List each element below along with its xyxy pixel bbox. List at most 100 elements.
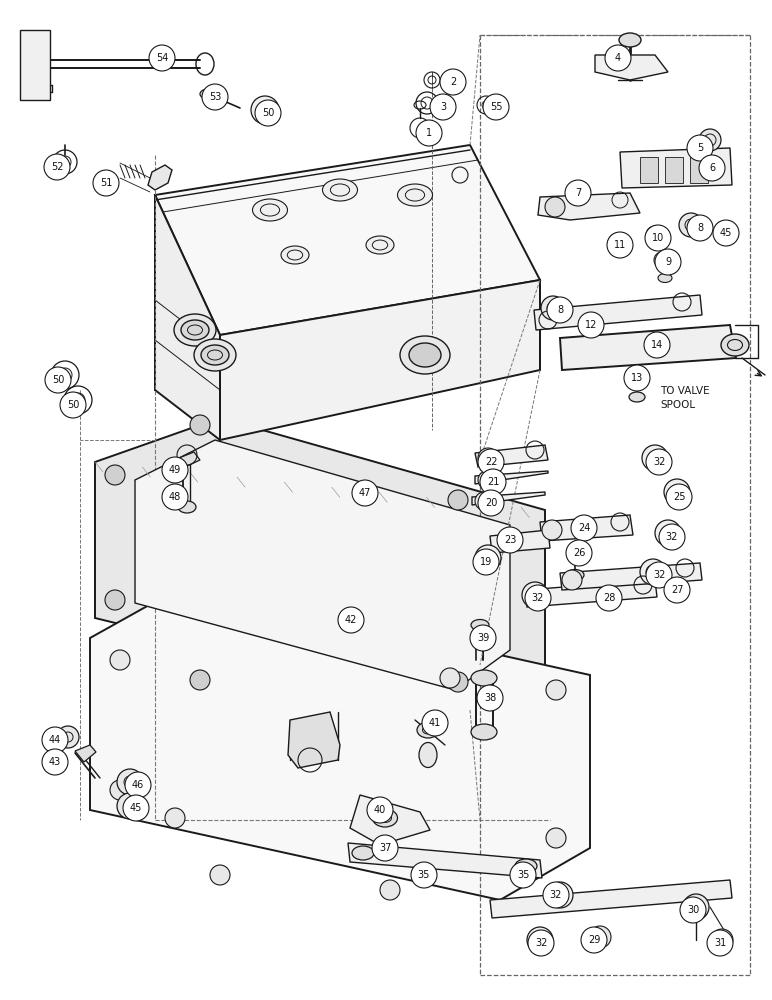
Circle shape <box>57 726 79 748</box>
Circle shape <box>645 225 671 251</box>
Circle shape <box>578 312 604 338</box>
Ellipse shape <box>201 345 229 365</box>
Text: 32: 32 <box>653 570 665 580</box>
Text: 1: 1 <box>426 128 432 138</box>
Circle shape <box>430 94 456 120</box>
Text: 52: 52 <box>51 162 63 172</box>
Circle shape <box>470 625 496 651</box>
Circle shape <box>510 862 536 888</box>
Polygon shape <box>95 418 545 710</box>
Circle shape <box>416 120 442 146</box>
Ellipse shape <box>417 722 439 738</box>
Text: 46: 46 <box>132 780 144 790</box>
Text: 45: 45 <box>130 803 142 813</box>
Circle shape <box>571 515 597 541</box>
Polygon shape <box>534 295 702 330</box>
Text: 22: 22 <box>485 457 497 467</box>
Circle shape <box>659 524 685 550</box>
Text: 50: 50 <box>52 375 64 385</box>
Circle shape <box>642 445 668 471</box>
Circle shape <box>475 545 501 571</box>
Circle shape <box>605 45 631 71</box>
Circle shape <box>655 249 681 275</box>
Circle shape <box>547 297 573 323</box>
Circle shape <box>644 332 670 358</box>
Text: 32: 32 <box>532 593 544 603</box>
Text: 12: 12 <box>585 320 598 330</box>
Text: 21: 21 <box>487 477 499 487</box>
Text: 11: 11 <box>614 240 626 250</box>
Ellipse shape <box>515 859 537 873</box>
Text: 35: 35 <box>516 870 529 880</box>
Circle shape <box>655 520 681 546</box>
Text: 32: 32 <box>535 938 547 948</box>
Circle shape <box>42 727 68 753</box>
Text: 25: 25 <box>672 492 686 502</box>
Polygon shape <box>288 712 340 768</box>
Circle shape <box>483 94 509 120</box>
Ellipse shape <box>181 320 209 340</box>
Text: 13: 13 <box>631 373 643 383</box>
Circle shape <box>367 797 393 823</box>
Circle shape <box>448 672 468 692</box>
Polygon shape <box>220 280 540 440</box>
Text: 32: 32 <box>550 890 562 900</box>
Circle shape <box>664 577 690 603</box>
Circle shape <box>683 894 709 920</box>
Ellipse shape <box>200 89 216 99</box>
Circle shape <box>478 490 504 516</box>
Polygon shape <box>540 515 633 541</box>
Circle shape <box>547 882 573 908</box>
Ellipse shape <box>566 570 584 580</box>
Circle shape <box>411 862 437 888</box>
Polygon shape <box>490 880 732 918</box>
Text: 50: 50 <box>67 400 80 410</box>
Text: 54: 54 <box>156 53 168 63</box>
Text: 26: 26 <box>573 548 585 558</box>
Circle shape <box>60 392 86 418</box>
Text: 55: 55 <box>489 102 503 112</box>
Ellipse shape <box>352 846 374 860</box>
Text: 48: 48 <box>169 492 181 502</box>
Text: 2: 2 <box>450 77 456 87</box>
Text: 43: 43 <box>49 757 61 767</box>
Ellipse shape <box>471 619 489 631</box>
Ellipse shape <box>398 184 432 206</box>
Polygon shape <box>620 148 732 188</box>
Circle shape <box>699 155 725 181</box>
Text: 29: 29 <box>587 935 600 945</box>
Circle shape <box>687 215 713 241</box>
Circle shape <box>707 930 733 956</box>
Circle shape <box>640 559 666 585</box>
Polygon shape <box>560 325 736 370</box>
Circle shape <box>562 570 582 590</box>
Text: 40: 40 <box>374 805 386 815</box>
Ellipse shape <box>471 724 497 740</box>
Circle shape <box>440 69 466 95</box>
Circle shape <box>664 479 690 505</box>
Circle shape <box>255 100 281 126</box>
Text: 4: 4 <box>615 53 621 63</box>
Text: 35: 35 <box>418 870 430 880</box>
Circle shape <box>190 670 210 690</box>
Text: 50: 50 <box>262 108 274 118</box>
Text: 41: 41 <box>429 718 441 728</box>
Circle shape <box>646 449 672 475</box>
Text: 8: 8 <box>557 305 563 315</box>
Circle shape <box>478 449 504 475</box>
Text: 45: 45 <box>720 228 732 238</box>
Circle shape <box>42 749 68 775</box>
Circle shape <box>522 582 548 608</box>
Ellipse shape <box>194 339 236 371</box>
Text: 53: 53 <box>208 92 222 102</box>
Text: 10: 10 <box>652 233 664 243</box>
Text: 38: 38 <box>484 693 496 703</box>
Circle shape <box>125 772 151 798</box>
Text: 32: 32 <box>665 532 678 542</box>
Circle shape <box>162 457 188 483</box>
Text: TO VALVE
SPOOL: TO VALVE SPOOL <box>660 386 709 410</box>
Circle shape <box>251 96 279 124</box>
Ellipse shape <box>629 392 645 402</box>
Circle shape <box>117 793 143 819</box>
Polygon shape <box>90 585 590 900</box>
